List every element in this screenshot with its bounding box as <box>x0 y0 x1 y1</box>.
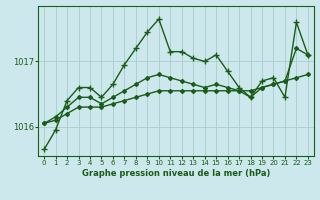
X-axis label: Graphe pression niveau de la mer (hPa): Graphe pression niveau de la mer (hPa) <box>82 169 270 178</box>
